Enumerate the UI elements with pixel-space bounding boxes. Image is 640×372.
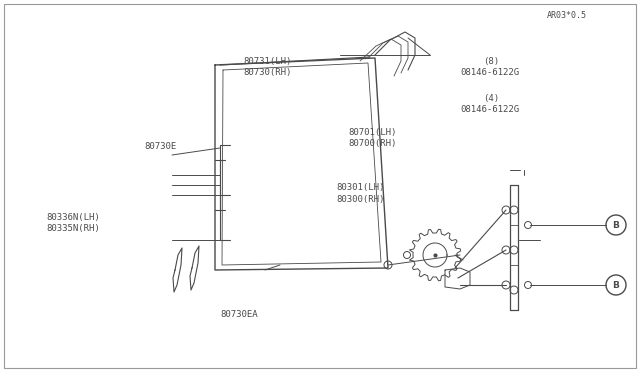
Text: 80300(RH): 80300(RH) [336, 195, 385, 203]
Text: 08146-6122G: 08146-6122G [461, 105, 520, 114]
Text: 80731(LH): 80731(LH) [243, 57, 292, 66]
Text: 80335N(RH): 80335N(RH) [46, 224, 100, 233]
Text: 80730E: 80730E [144, 142, 176, 151]
Text: 80700(RH): 80700(RH) [349, 139, 397, 148]
Text: B: B [612, 221, 620, 230]
Text: 80336N(LH): 80336N(LH) [46, 213, 100, 222]
Text: 80701(LH): 80701(LH) [349, 128, 397, 137]
Text: 80730(RH): 80730(RH) [243, 68, 292, 77]
Text: B: B [612, 280, 620, 289]
Text: 80730EA: 80730EA [221, 310, 259, 319]
Text: 80301(LH): 80301(LH) [336, 183, 385, 192]
Text: AR03*0.5: AR03*0.5 [547, 11, 588, 20]
Text: (8): (8) [483, 57, 499, 66]
Text: 08146-6122G: 08146-6122G [461, 68, 520, 77]
Text: (4): (4) [483, 94, 499, 103]
